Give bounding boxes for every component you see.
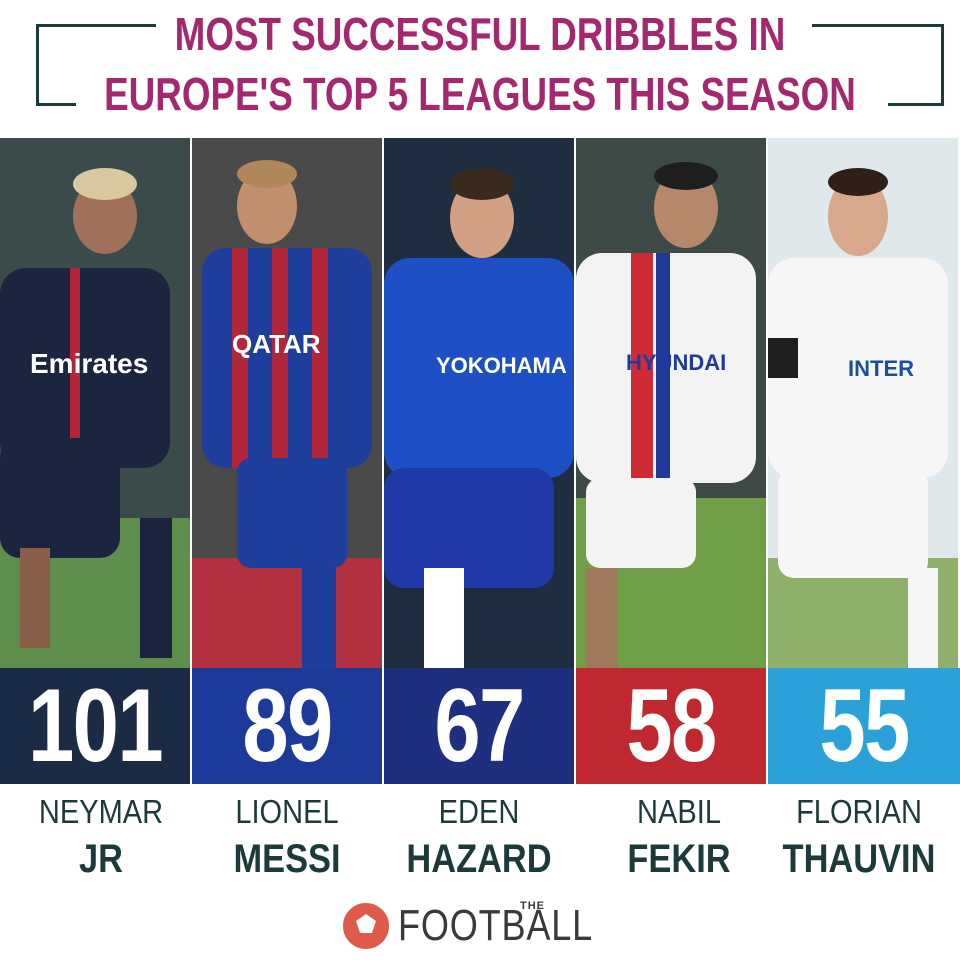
value-box-messi: 89 <box>192 668 382 784</box>
frame-top-right <box>812 24 944 27</box>
frame-bottom-left <box>36 103 76 106</box>
value-label-thauvin: 55 <box>819 668 910 784</box>
title-line-2: EUROPE'S TOP 5 LEAGUES THIS SEASON <box>104 68 856 120</box>
player-first-name-hazard: EDEN <box>438 793 520 830</box>
player-first-name-messi: LIONEL <box>235 793 339 830</box>
logo-text: FOOTBALL <box>398 901 594 950</box>
player-photo-messi: QATAR <box>192 138 382 668</box>
player-photo-fekir: HYUNDAI <box>576 138 766 668</box>
logo-small-text: THE <box>520 900 545 912</box>
svg-text:Emirates: Emirates <box>30 348 148 379</box>
svg-text:YOKOHAMA: YOKOHAMA <box>436 353 567 378</box>
player-photo-thauvin: INTER <box>768 138 958 668</box>
player-photo-neymar: Emirates <box>0 138 190 668</box>
value-box-hazard: 67 <box>384 668 574 784</box>
frame-bottom-right <box>888 103 944 106</box>
frame-top-left <box>36 24 156 27</box>
football-icon <box>341 901 391 951</box>
player-last-name-neymar: JR <box>79 837 123 881</box>
header: MOST SUCCESSFUL DRIBBLES IN EUROPE'S TOP… <box>0 0 960 138</box>
footheball-logo: FOOTBALL THE <box>340 898 630 954</box>
svg-text:INTER: INTER <box>848 356 914 381</box>
svg-text:HYUNDAI: HYUNDAI <box>626 350 726 375</box>
value-box-neymar: 101 <box>0 668 190 784</box>
player-first-name-neymar: NEYMAR <box>38 793 164 830</box>
player-last-name-hazard: HAZARD <box>406 837 552 881</box>
value-label-neymar: 101 <box>27 668 164 784</box>
value-label-hazard: 67 <box>434 668 525 784</box>
svg-text:QATAR: QATAR <box>232 329 321 359</box>
player-first-name-thauvin: FLORIAN <box>796 793 922 830</box>
frame-left-vertical <box>36 24 39 106</box>
player-last-name-messi: MESSI <box>233 837 341 881</box>
player-photo-hazard: YOKOHAMA <box>384 138 574 668</box>
player-last-name-fekir: FEKIR <box>627 837 731 881</box>
frame-right-vertical <box>941 24 944 106</box>
player-first-name-fekir: NABIL <box>637 793 721 830</box>
value-box-thauvin: 55 <box>768 668 960 784</box>
value-box-fekir: 58 <box>576 668 766 784</box>
title-line-1: MOST SUCCESSFUL DRIBBLES IN <box>174 8 786 60</box>
value-label-fekir: 58 <box>626 668 717 784</box>
player-last-name-thauvin: THAUVIN <box>782 837 936 881</box>
value-label-messi: 89 <box>242 668 333 784</box>
